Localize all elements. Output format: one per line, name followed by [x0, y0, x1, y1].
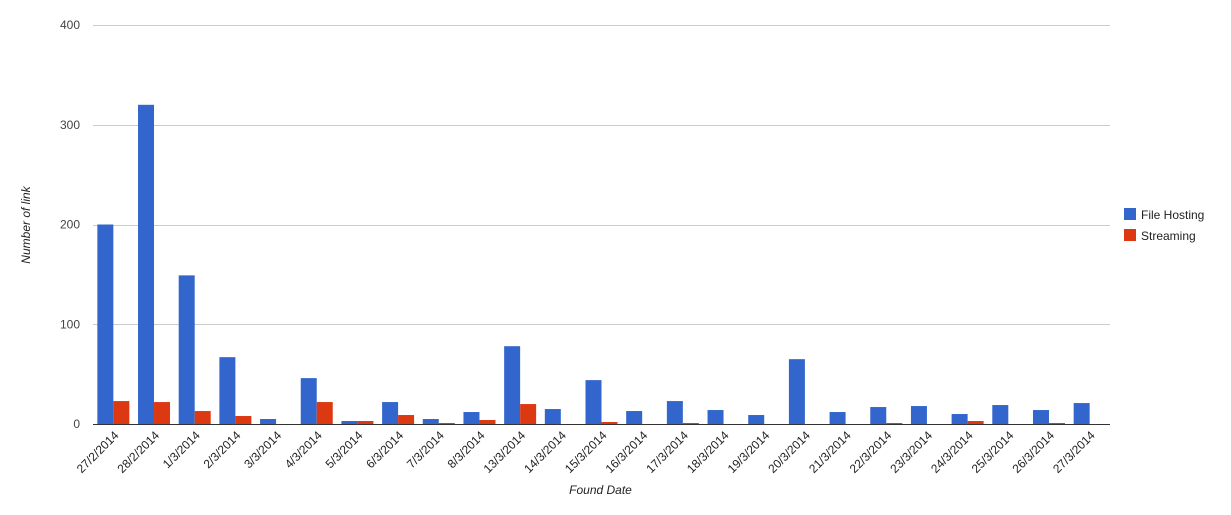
- bar-streaming: [967, 421, 984, 424]
- bar-streaming: [1048, 423, 1065, 424]
- bar-streaming: [194, 411, 211, 424]
- bar-file-hosting: [382, 402, 399, 424]
- x-tick-label: 6/3/2014: [363, 428, 406, 471]
- y-tick-label: 300: [60, 118, 80, 132]
- legend-label-streaming: Streaming: [1141, 229, 1196, 243]
- x-tick-label: 21/3/2014: [806, 428, 854, 476]
- x-tick-label: 25/3/2014: [969, 428, 1017, 476]
- x-tick-label: 23/3/2014: [887, 428, 935, 476]
- bar-file-hosting: [707, 410, 724, 424]
- bar-file-hosting: [178, 275, 195, 424]
- bar-file-hosting: [544, 409, 561, 424]
- x-tick-label: 1/3/2014: [160, 428, 203, 471]
- y-tick-label: 400: [60, 18, 80, 32]
- legend-swatch-streaming: [1124, 229, 1136, 241]
- bar-file-hosting: [585, 380, 602, 424]
- x-tick-label: 3/3/2014: [241, 428, 284, 471]
- bar-file-hosting: [138, 104, 155, 425]
- x-tick-label: 22/3/2014: [847, 428, 895, 476]
- bar-file-hosting: [341, 421, 358, 424]
- y-axis-title: Number of link: [19, 185, 33, 263]
- bar-streaming: [601, 422, 618, 424]
- x-axis-title: Found Date: [569, 483, 632, 497]
- bar-streaming: [113, 401, 130, 424]
- bar-file-hosting: [748, 415, 765, 424]
- bar-file-hosting: [829, 412, 846, 424]
- bar-file-hosting: [1073, 403, 1090, 424]
- y-tick-label: 100: [60, 317, 80, 331]
- x-axis-ticks: 27/2/201428/2/20141/3/20142/3/20143/3/20…: [74, 428, 1098, 476]
- x-tick-label: 2/3/2014: [201, 428, 244, 471]
- bar-streaming: [154, 402, 171, 424]
- bar-file-hosting: [463, 412, 480, 424]
- bar-file-hosting: [300, 378, 317, 424]
- x-tick-label: 24/3/2014: [928, 428, 976, 476]
- y-tick-label: 200: [60, 218, 80, 232]
- x-tick-label: 26/3/2014: [1009, 428, 1057, 476]
- x-tick-label: 17/3/2014: [643, 428, 691, 476]
- bar-streaming: [235, 416, 252, 424]
- y-tick-label: 0: [73, 417, 80, 431]
- x-tick-label: 20/3/2014: [765, 428, 813, 476]
- x-tick-label: 16/3/2014: [603, 428, 651, 476]
- bar-streaming: [398, 415, 415, 424]
- legend-swatch-file-hosting: [1124, 208, 1136, 220]
- y-axis-ticks: 0 100 200 300 400: [60, 18, 80, 431]
- x-tick-label: 28/2/2014: [114, 428, 162, 476]
- x-tick-label: 27/3/2014: [1050, 428, 1098, 476]
- x-tick-label: 19/3/2014: [725, 428, 773, 476]
- bar-file-hosting: [97, 224, 114, 424]
- x-tick-label: 7/3/2014: [404, 428, 447, 471]
- x-tick-label: 4/3/2014: [282, 428, 325, 471]
- bar-file-hosting: [1032, 410, 1049, 424]
- bar-file-hosting: [666, 401, 683, 424]
- x-tick-label: 27/2/2014: [74, 428, 122, 476]
- bar-streaming: [682, 423, 699, 424]
- bar-streaming: [520, 404, 537, 424]
- x-tick-label: 5/3/2014: [323, 428, 366, 471]
- legend: File Hosting Streaming: [1124, 208, 1204, 243]
- bar-file-hosting: [788, 359, 805, 424]
- bar-streaming: [438, 423, 455, 424]
- bar-streaming: [479, 420, 496, 424]
- bar-file-hosting: [219, 357, 236, 424]
- bar-file-hosting: [626, 411, 643, 424]
- bar-file-hosting: [870, 407, 887, 424]
- bars: [97, 104, 1090, 425]
- bar-streaming: [357, 421, 374, 424]
- x-tick-label: 14/3/2014: [521, 428, 569, 476]
- bar-file-hosting: [951, 414, 968, 424]
- bar-file-hosting: [910, 406, 927, 424]
- bar-file-hosting: [260, 419, 277, 424]
- x-tick-label: 15/3/2014: [562, 428, 610, 476]
- bar-file-hosting: [504, 346, 521, 424]
- gridlines: [93, 25, 1110, 325]
- legend-label-file-hosting: File Hosting: [1141, 208, 1204, 222]
- x-tick-label: 13/3/2014: [481, 428, 529, 476]
- bar-streaming: [886, 423, 903, 424]
- x-tick-label: 18/3/2014: [684, 428, 732, 476]
- bar-file-hosting: [422, 419, 439, 424]
- bar-file-hosting: [992, 405, 1009, 424]
- bar-streaming: [316, 402, 333, 424]
